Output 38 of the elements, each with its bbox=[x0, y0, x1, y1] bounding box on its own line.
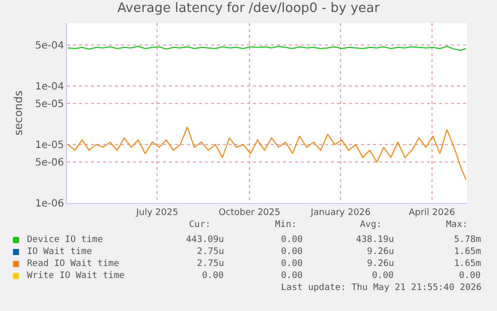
x-tick-label: April 2026 bbox=[408, 208, 456, 218]
text: 438.19u bbox=[356, 235, 394, 245]
text: 443.09u bbox=[186, 235, 224, 245]
x-tick-label: July 2025 bbox=[135, 208, 178, 218]
x-tick-label: October 2025 bbox=[218, 208, 280, 218]
text: 5.78m bbox=[454, 235, 482, 245]
y-tick-label: 5e-04 bbox=[35, 40, 64, 52]
y-tick-label: 5e-05 bbox=[35, 99, 64, 110]
legend-label: Read IO Wait time bbox=[27, 259, 120, 269]
text: 0.00 bbox=[281, 247, 303, 257]
legend-label: IO Wait time bbox=[27, 247, 92, 257]
text: 9.26u bbox=[367, 259, 394, 269]
text: Last update: Thu May 21 21:55:40 2026 bbox=[281, 283, 482, 293]
text: 0.00 bbox=[202, 271, 224, 281]
text: 9.26u bbox=[367, 247, 394, 257]
y-tick-label: 1e-06 bbox=[35, 198, 64, 210]
text: Min: bbox=[275, 220, 297, 230]
text: Cur: bbox=[189, 220, 211, 230]
line-series bbox=[68, 126, 466, 180]
text: 2.75u bbox=[197, 247, 224, 257]
text: 0.00 bbox=[281, 259, 303, 269]
legend-label: Device IO time bbox=[27, 235, 103, 245]
chart-title: Average latency for /dev/loop0 - by year bbox=[117, 1, 380, 16]
y-axis-title: seconds bbox=[12, 90, 25, 136]
text: 2.75u bbox=[197, 259, 224, 269]
y-tick-label: 5e-06 bbox=[35, 158, 64, 169]
text: 1.65m bbox=[454, 259, 482, 269]
text: 1.65m bbox=[454, 247, 482, 257]
y-tick-label: 1e-05 bbox=[35, 140, 64, 152]
text: 0.00 bbox=[281, 271, 303, 281]
legend-label: Write IO Wait time bbox=[27, 271, 125, 281]
text: 0.00 bbox=[372, 271, 394, 281]
x-tick-label: January 2026 bbox=[310, 208, 371, 218]
y-tick-label: 1e-04 bbox=[35, 82, 64, 93]
text: 0.00 bbox=[281, 235, 303, 245]
text: 0.00 bbox=[459, 271, 481, 281]
text: Max: bbox=[446, 220, 468, 230]
text: Avg: bbox=[360, 220, 382, 230]
